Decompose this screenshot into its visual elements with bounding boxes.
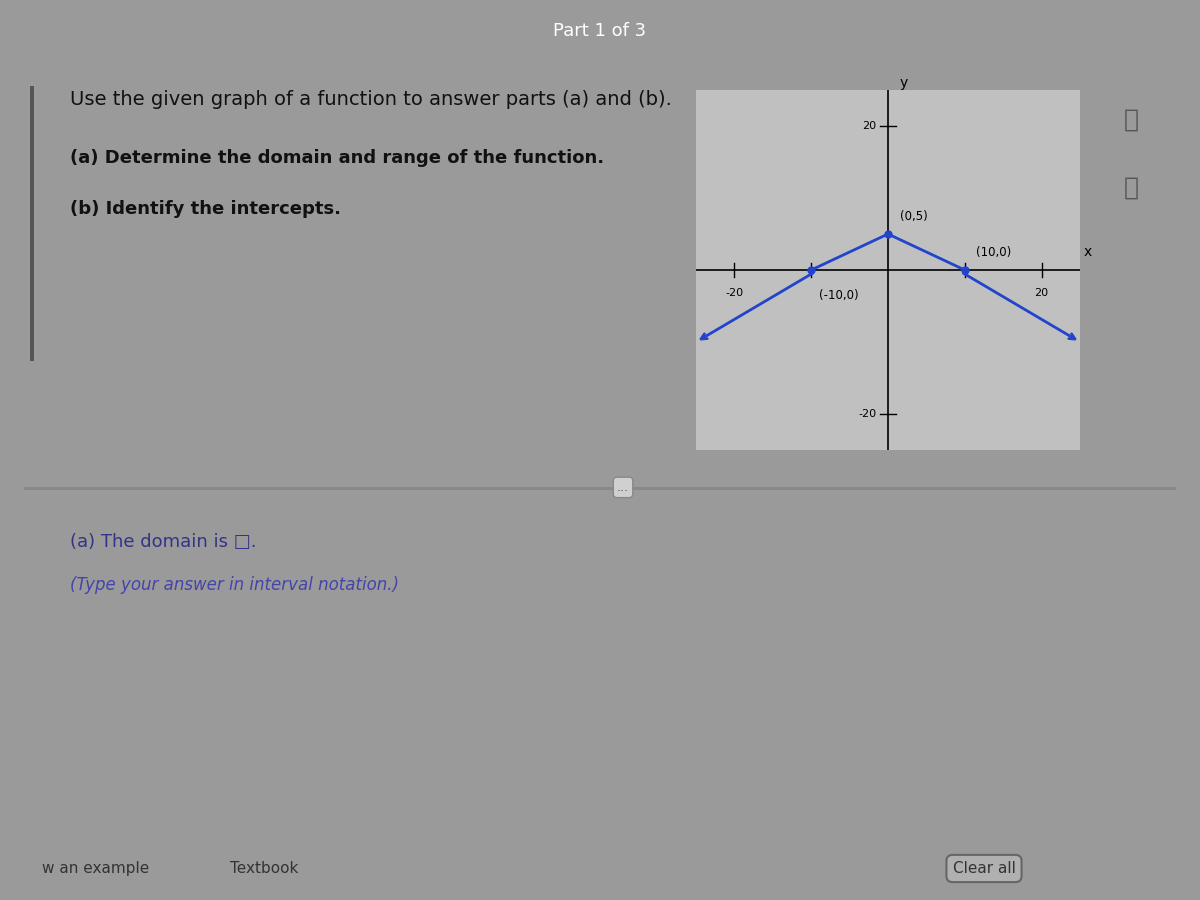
Text: ⌕: ⌕ [1123,176,1139,199]
Text: Textbook: Textbook [230,861,298,876]
Text: (-10,0): (-10,0) [818,290,858,302]
Text: Clear all: Clear all [953,861,1015,876]
Text: y: y [900,76,907,90]
Text: (b) Identify the intercepts.: (b) Identify the intercepts. [70,200,341,218]
Text: ⌕: ⌕ [1123,108,1139,131]
Text: -20: -20 [725,288,744,298]
Text: (10,0): (10,0) [977,247,1012,259]
Text: 20: 20 [863,121,876,131]
Text: (Type your answer in interval notation.): (Type your answer in interval notation.) [70,576,400,594]
Text: (a) Determine the domain and range of the function.: (a) Determine the domain and range of th… [70,149,605,167]
Text: ...: ... [617,481,629,494]
Text: (0,5): (0,5) [900,211,928,223]
Text: Use the given graph of a function to answer parts (a) and (b).: Use the given graph of a function to ans… [70,90,672,110]
Text: Part 1 of 3: Part 1 of 3 [553,22,647,40]
Text: w an example: w an example [42,861,150,876]
Text: x: x [1084,245,1092,259]
Bar [30,86,35,361]
Bar [24,488,1176,490]
Text: -20: -20 [858,409,876,419]
Text: (a) The domain is □.: (a) The domain is □. [70,533,257,551]
Text: 20: 20 [1034,288,1049,298]
